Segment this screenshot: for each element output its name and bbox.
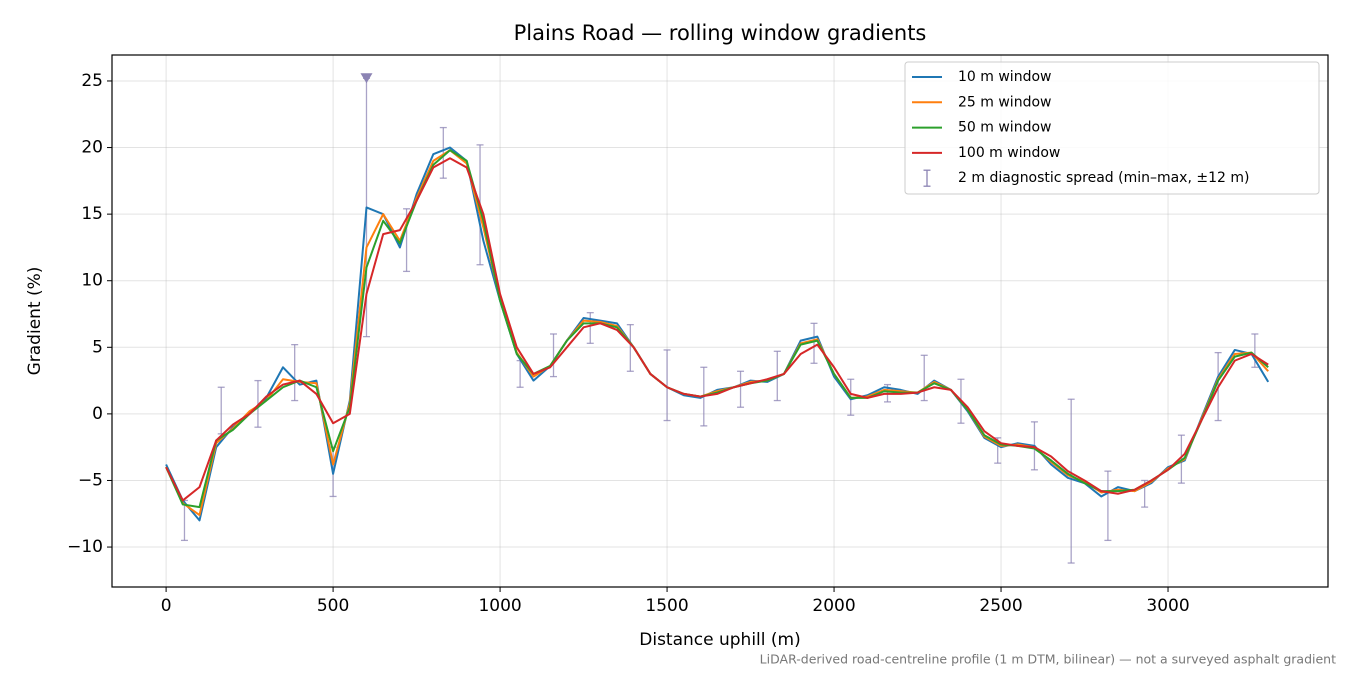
plot-area bbox=[165, 73, 1270, 564]
legend-label: 50 m window bbox=[958, 120, 1051, 136]
x-tick-label: 500 bbox=[317, 596, 349, 616]
series-line bbox=[165, 146, 1270, 522]
y-tick-label: 5 bbox=[92, 337, 103, 357]
x-tick-label: 1500 bbox=[645, 596, 688, 616]
chart-title: Plains Road — rolling window gradients bbox=[514, 21, 927, 45]
legend: 10 m window 25 m window 50 m window 100 m w… bbox=[904, 61, 1320, 195]
y-axis-label: Gradient (%) bbox=[25, 267, 45, 376]
legend-label: 2 m diagnostic spread (min–max, ±12 m) bbox=[958, 170, 1249, 186]
x-tick-label: 0 bbox=[161, 596, 172, 616]
x-tick-label: 3000 bbox=[1146, 596, 1189, 616]
clipped-marker bbox=[360, 73, 373, 84]
series-line bbox=[165, 157, 1269, 502]
legend-label: 25 m window bbox=[958, 94, 1051, 110]
footnote: LiDAR-derived road-centreline profile (1… bbox=[760, 652, 1336, 667]
y-tick-label: −5 bbox=[78, 470, 103, 490]
y-tick-label: −10 bbox=[67, 537, 103, 557]
x-axis-label: Distance uphill (m) bbox=[639, 630, 800, 650]
y-tick-label: 25 bbox=[81, 71, 103, 91]
series-line bbox=[165, 149, 1269, 517]
y-tick-label: 0 bbox=[92, 404, 103, 424]
legend-label: 100 m window bbox=[958, 145, 1060, 161]
x-tick-label: 2500 bbox=[979, 596, 1022, 616]
y-tick-label: 10 bbox=[81, 271, 103, 291]
y-tick-label: 15 bbox=[81, 204, 103, 224]
y-tick-label: 20 bbox=[81, 138, 103, 158]
axes-frame bbox=[111, 54, 1329, 588]
x-tick-label: 1000 bbox=[478, 596, 521, 616]
ticks: 0 500 1000 1500 2000 2500 3000 −10 −5 0 5 10 15 20 25 bbox=[67, 71, 1190, 616]
legend-label: 10 m window bbox=[958, 69, 1051, 85]
legend-box bbox=[904, 61, 1320, 195]
x-tick-label: 2000 bbox=[812, 596, 855, 616]
